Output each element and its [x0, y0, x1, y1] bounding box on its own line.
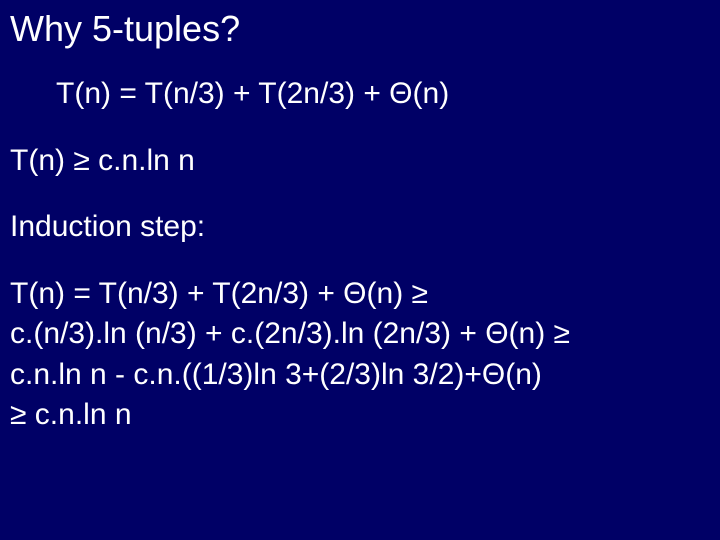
- spacer: [10, 248, 710, 274]
- induction-hypothesis: T(n) ≥ c.n.ln n: [10, 141, 710, 182]
- spacer: [10, 115, 710, 141]
- spacer: [10, 181, 710, 207]
- proof-line-4: ≥ c.n.ln n: [10, 395, 710, 436]
- proof-line-2: c.(n/3).ln (n/3) + c.(2n/3).ln (2n/3) + …: [10, 314, 710, 355]
- recurrence-equation: T(n) = T(n/3) + T(2n/3) + Θ(n): [10, 74, 710, 115]
- proof-line-1: T(n) = T(n/3) + T(2n/3) + Θ(n) ≥: [10, 274, 710, 315]
- proof-line-3: c.n.ln n - c.n.((1/3)ln 3+(2/3)ln 3/2)+Θ…: [10, 355, 710, 396]
- slide-container: Why 5-tuples? T(n) = T(n/3) + T(2n/3) + …: [0, 0, 720, 540]
- induction-step-label: Induction step:: [10, 207, 710, 248]
- slide-title: Why 5-tuples?: [10, 8, 710, 50]
